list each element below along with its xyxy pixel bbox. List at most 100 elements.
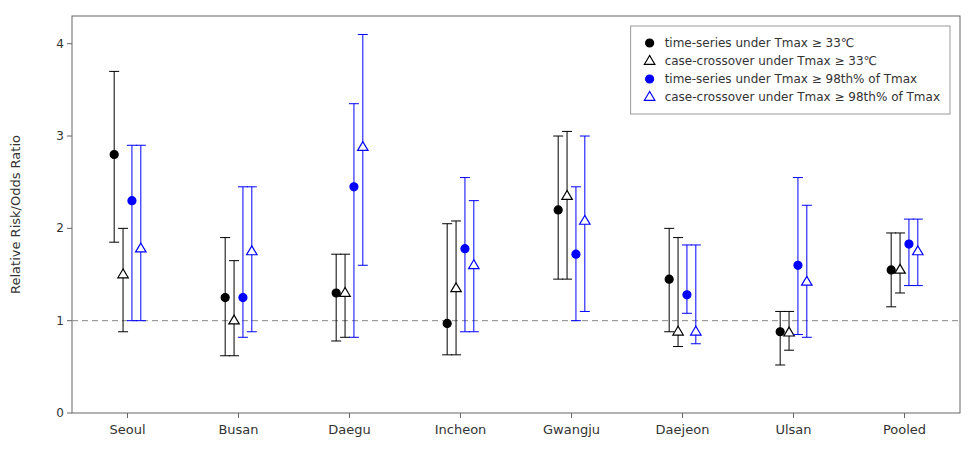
point (247, 246, 257, 255)
point (794, 261, 802, 269)
y-tick-label: 1 (56, 314, 64, 328)
error-cap-low (247, 331, 257, 332)
error-cap-low (109, 242, 119, 243)
y-tick-label: 3 (56, 129, 64, 143)
error-cap-low (220, 355, 230, 356)
error-cap-high (340, 254, 350, 255)
error-cap-high (469, 200, 479, 201)
point (673, 326, 683, 335)
legend-symbol (646, 75, 654, 83)
error-bar (900, 233, 901, 293)
series (136, 34, 923, 343)
error-bar (908, 219, 909, 285)
error-cap-high (571, 186, 581, 187)
point (221, 294, 229, 302)
error-cap-low (571, 320, 581, 321)
error-cap-low (895, 292, 905, 293)
point (887, 266, 895, 274)
legend: time-series under Tmax ≥ 33℃ case-crossov… (631, 26, 950, 114)
error-bar (242, 187, 243, 337)
x-tick-label: Pooled (883, 422, 926, 437)
point (451, 283, 461, 292)
y-tick (67, 320, 72, 321)
point (136, 243, 146, 252)
error-cap-high (553, 136, 563, 137)
point (110, 150, 118, 158)
error-cap-high (358, 34, 368, 35)
error-cap-low (673, 346, 683, 347)
y-tick (67, 43, 72, 44)
legend-label: case-crossover under Tmax ≥ 98th% of Tma… (665, 90, 940, 104)
error-cap-high (691, 244, 701, 245)
legend-label: time-series under Tmax ≥ 33℃ (665, 36, 855, 50)
error-cap-low (358, 265, 368, 266)
point (784, 327, 794, 336)
error-cap-high (136, 145, 146, 146)
error-cap-high (331, 254, 341, 255)
error-cap-low (349, 337, 359, 338)
error-cap-high (451, 220, 461, 221)
error-cap-low (469, 331, 479, 332)
error-cap-low (580, 311, 590, 312)
error-bar (806, 205, 807, 337)
point (691, 326, 701, 335)
error-cap-low (775, 364, 785, 365)
error-bar (686, 245, 687, 313)
series (127, 104, 914, 338)
error-cap-high (802, 205, 812, 206)
point (683, 291, 691, 299)
error-cap-low (340, 337, 350, 338)
error-cap-low (118, 331, 128, 332)
reference-line (72, 320, 960, 321)
legend-label: time-series under Tmax ≥ 98th% of Tmax (665, 72, 918, 86)
x-tick-label: Busan (218, 422, 258, 437)
error-cap-low (913, 285, 923, 286)
error-cap-low (886, 306, 896, 307)
x-tick (793, 413, 794, 418)
error-cap-high (247, 186, 257, 187)
x-tick (904, 413, 905, 418)
error-bar (797, 178, 798, 335)
point (332, 289, 340, 297)
x-tick-label: Gwangju (543, 422, 600, 437)
x-tick (127, 413, 128, 418)
point (443, 319, 451, 327)
error-cap-low (562, 279, 572, 280)
x-tick-label: Ulsan (775, 422, 811, 437)
error-cap-high (442, 223, 452, 224)
legend-symbol (646, 39, 654, 47)
chart: 01234Relative Risk/Odds RatioSeoulBusanD… (0, 0, 976, 455)
error-cap-low (802, 337, 812, 338)
error-cap-high (793, 177, 803, 178)
point (554, 206, 562, 214)
x-tick-label: Daejeon (656, 422, 710, 437)
error-bar (123, 228, 124, 331)
point (340, 287, 350, 296)
error-cap-low (460, 331, 470, 332)
legend-label: case-crossover under Tmax ≥ 33℃ (665, 54, 877, 68)
error-bar (464, 178, 465, 332)
point (229, 315, 239, 324)
legend-symbol (644, 56, 654, 65)
point (469, 260, 479, 269)
point (776, 328, 784, 336)
error-bar (353, 104, 354, 338)
error-cap-low (793, 334, 803, 335)
error-cap-low (553, 279, 563, 280)
point (562, 191, 572, 200)
x-tick (682, 413, 683, 418)
error-cap-high (913, 219, 923, 220)
error-cap-high (118, 228, 128, 229)
point (350, 183, 358, 191)
y-tick-label: 0 (56, 406, 64, 420)
error-cap-low (136, 320, 146, 321)
error-cap-high (784, 311, 794, 312)
error-cap-high (886, 232, 896, 233)
legend-frame (631, 26, 950, 114)
error-cap-low (442, 354, 452, 355)
error-cap-low (331, 340, 341, 341)
x-tick-label: Daegu (328, 422, 370, 437)
point (572, 250, 580, 258)
error-cap-high (673, 237, 683, 238)
error-bar (131, 145, 132, 320)
